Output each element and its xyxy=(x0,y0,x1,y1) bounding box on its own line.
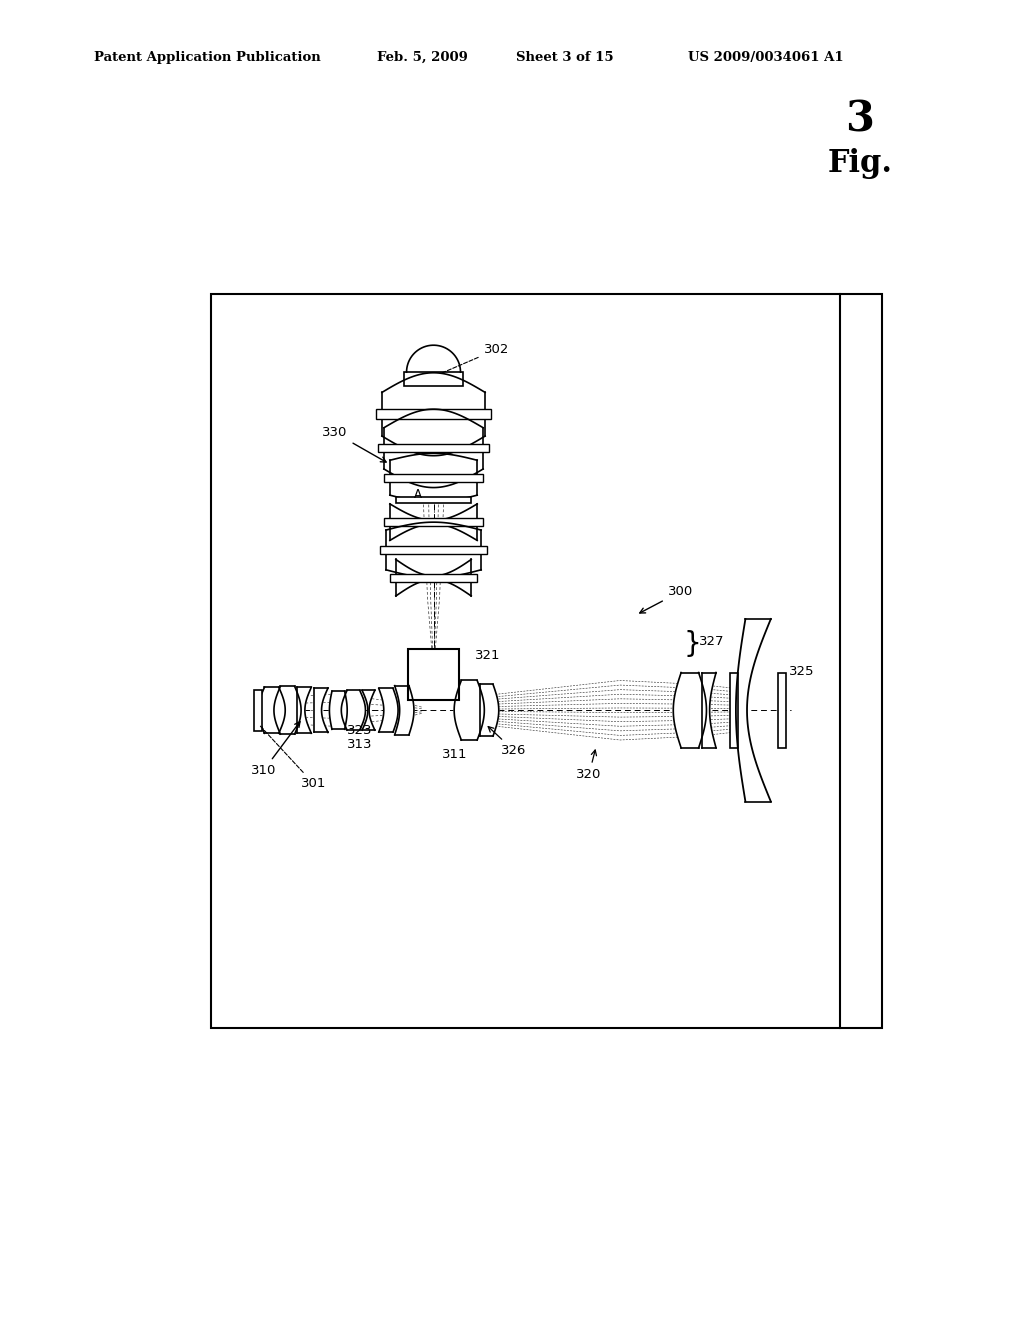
Text: Feb. 5, 2009: Feb. 5, 2009 xyxy=(377,50,468,63)
Polygon shape xyxy=(313,688,328,733)
Text: 313: 313 xyxy=(347,738,373,751)
Bar xyxy=(384,519,483,527)
Text: Patent Application Publication: Patent Application Publication xyxy=(94,50,321,63)
Text: Fig.: Fig. xyxy=(827,148,892,178)
Bar xyxy=(211,293,882,1028)
Bar xyxy=(390,574,477,582)
Text: 311: 311 xyxy=(442,748,468,760)
Polygon shape xyxy=(341,690,366,730)
Text: 302: 302 xyxy=(441,343,509,374)
Text: 330: 330 xyxy=(323,426,386,462)
Polygon shape xyxy=(386,523,481,578)
Text: US 2009/0034061 A1: US 2009/0034061 A1 xyxy=(688,50,844,63)
Bar xyxy=(403,372,463,387)
Bar xyxy=(396,496,471,503)
Polygon shape xyxy=(382,372,485,455)
Polygon shape xyxy=(362,690,375,730)
Text: 327: 327 xyxy=(699,635,725,648)
Text: }: } xyxy=(684,631,701,659)
Bar xyxy=(378,445,489,453)
Polygon shape xyxy=(674,673,707,748)
Bar xyxy=(384,474,483,482)
Text: 301: 301 xyxy=(260,726,327,791)
Text: 320: 320 xyxy=(577,750,602,780)
Text: 325: 325 xyxy=(790,664,814,677)
Polygon shape xyxy=(390,453,477,502)
Bar xyxy=(408,648,460,701)
Polygon shape xyxy=(379,689,398,733)
Polygon shape xyxy=(390,504,477,540)
Polygon shape xyxy=(396,560,471,595)
Bar xyxy=(380,545,487,554)
Polygon shape xyxy=(480,685,499,737)
Text: 3: 3 xyxy=(845,99,873,141)
Text: Sheet 3 of 15: Sheet 3 of 15 xyxy=(516,50,613,63)
Polygon shape xyxy=(455,681,484,741)
Bar xyxy=(376,409,492,418)
Text: 321: 321 xyxy=(475,648,501,661)
Polygon shape xyxy=(258,688,286,734)
Polygon shape xyxy=(701,673,716,748)
Polygon shape xyxy=(330,692,347,729)
Polygon shape xyxy=(407,346,461,372)
Bar xyxy=(254,689,262,731)
Text: 310: 310 xyxy=(251,722,300,776)
Bar xyxy=(778,673,785,748)
Polygon shape xyxy=(384,409,483,487)
Polygon shape xyxy=(736,619,771,801)
Text: 326: 326 xyxy=(488,726,526,756)
Text: A: A xyxy=(414,488,422,502)
Text: 300: 300 xyxy=(640,585,693,612)
Polygon shape xyxy=(394,685,414,735)
Polygon shape xyxy=(274,686,301,734)
Text: 323: 323 xyxy=(347,725,373,737)
Bar xyxy=(730,673,738,748)
Polygon shape xyxy=(297,688,311,734)
